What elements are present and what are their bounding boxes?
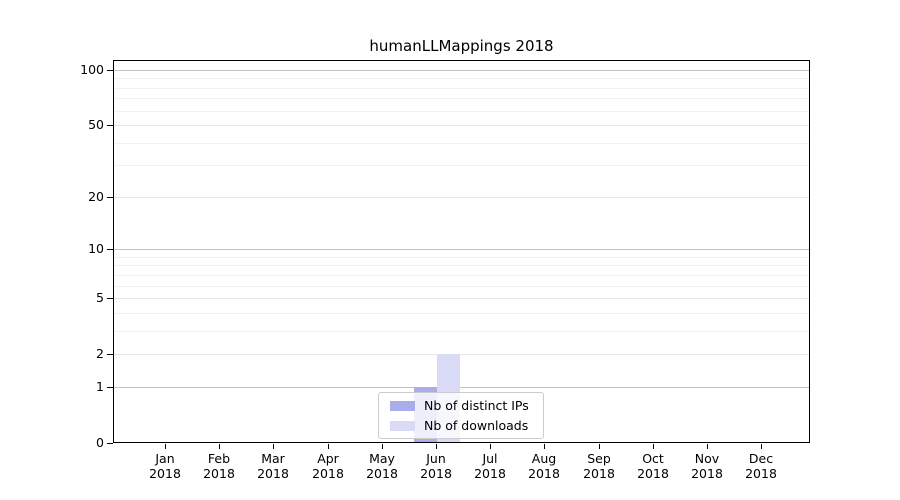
legend-label: Nb of distinct IPs (424, 398, 529, 413)
x-tick-label: Jan 2018 (135, 451, 195, 481)
x-tick-label: Aug 2018 (514, 451, 574, 481)
y-gridline (114, 125, 809, 126)
x-tick-year: 2018 (312, 466, 344, 481)
y-tick-label: 50 (88, 117, 104, 132)
y-tick-mark (107, 354, 113, 355)
x-tick-mark (219, 444, 220, 449)
x-tick-month: Aug (531, 451, 557, 466)
y-gridline (114, 111, 809, 112)
y-tick-label: 100 (80, 62, 104, 77)
plot-area (113, 60, 810, 443)
y-gridline (114, 313, 809, 314)
x-tick-year: 2018 (474, 466, 506, 481)
y-tick-label: 1 (96, 379, 104, 394)
y-gridline (114, 98, 809, 99)
y-tick-mark (107, 387, 113, 388)
x-tick-month: May (369, 451, 395, 466)
x-tick-mark (599, 444, 600, 449)
y-gridline (114, 165, 809, 166)
x-tick-label: Nov 2018 (677, 451, 737, 481)
y-tick-label: 10 (88, 241, 104, 256)
x-tick-month: Apr (317, 451, 339, 466)
x-tick-month: Dec (748, 451, 774, 466)
legend: Nb of distinct IPs Nb of downloads (378, 392, 544, 439)
x-tick-mark (653, 444, 654, 449)
y-gridline (114, 88, 809, 89)
x-tick-month: Feb (207, 451, 231, 466)
x-tick-month: Oct (642, 451, 664, 466)
y-tick-mark (107, 70, 113, 71)
x-tick-month: Jun (426, 451, 446, 466)
y-gridline (114, 298, 809, 299)
y-gridline (114, 249, 809, 250)
x-tick-mark (273, 444, 274, 449)
y-gridline (114, 275, 809, 276)
y-gridline (114, 286, 809, 287)
y-gridline (114, 257, 809, 258)
x-tick-mark (707, 444, 708, 449)
y-tick-label: 20 (88, 189, 104, 204)
x-tick-month: Jul (482, 451, 498, 466)
x-tick-mark (544, 444, 545, 449)
x-tick-mark (382, 444, 383, 449)
y-gridline (114, 331, 809, 332)
legend-item-distinct-ips: Nb of distinct IPs (390, 396, 543, 416)
y-tick-mark (107, 298, 113, 299)
x-tick-year: 2018 (203, 466, 235, 481)
y-gridline (114, 143, 809, 144)
x-tick-label: Sep 2018 (569, 451, 629, 481)
x-tick-month: Nov (694, 451, 720, 466)
x-tick-year: 2018 (637, 466, 669, 481)
y-tick-mark (107, 197, 113, 198)
x-tick-label: Apr 2018 (298, 451, 358, 481)
x-tick-year: 2018 (583, 466, 615, 481)
legend-label: Nb of downloads (424, 418, 529, 433)
legend-swatch-icon (390, 420, 415, 431)
x-tick-year: 2018 (745, 466, 777, 481)
x-tick-mark (436, 444, 437, 449)
x-tick-year: 2018 (420, 466, 452, 481)
x-tick-month: Jan (155, 451, 175, 466)
x-tick-label: Jun 2018 (406, 451, 466, 481)
y-tick-label: 5 (96, 290, 104, 305)
x-tick-label: Mar 2018 (243, 451, 303, 481)
y-gridline (114, 78, 809, 79)
y-tick-mark (107, 125, 113, 126)
y-gridline (114, 70, 809, 71)
y-gridline (114, 387, 809, 388)
chart-title: humanLLMappings 2018 (369, 37, 554, 55)
y-gridline (114, 265, 809, 266)
x-tick-year: 2018 (528, 466, 560, 481)
legend-swatch-icon (390, 400, 415, 411)
y-gridline (114, 354, 809, 355)
x-tick-label: May 2018 (352, 451, 412, 481)
x-tick-year: 2018 (149, 466, 181, 481)
x-tick-label: Oct 2018 (623, 451, 683, 481)
x-tick-year: 2018 (366, 466, 398, 481)
x-tick-label: Feb 2018 (189, 451, 249, 481)
y-tick-mark (107, 249, 113, 250)
x-tick-mark (328, 444, 329, 449)
legend-item-downloads: Nb of downloads (390, 416, 543, 436)
x-tick-mark (490, 444, 491, 449)
y-tick-label: 2 (96, 346, 104, 361)
x-tick-label: Dec 2018 (731, 451, 791, 481)
x-tick-month: Sep (587, 451, 611, 466)
x-tick-label: Jul 2018 (460, 451, 520, 481)
y-gridline (114, 197, 809, 198)
x-tick-mark (761, 444, 762, 449)
y-tick-label: 0 (96, 435, 104, 450)
x-tick-month: Mar (261, 451, 285, 466)
x-tick-year: 2018 (691, 466, 723, 481)
x-tick-year: 2018 (257, 466, 289, 481)
y-tick-mark (107, 443, 113, 444)
x-tick-mark (165, 444, 166, 449)
